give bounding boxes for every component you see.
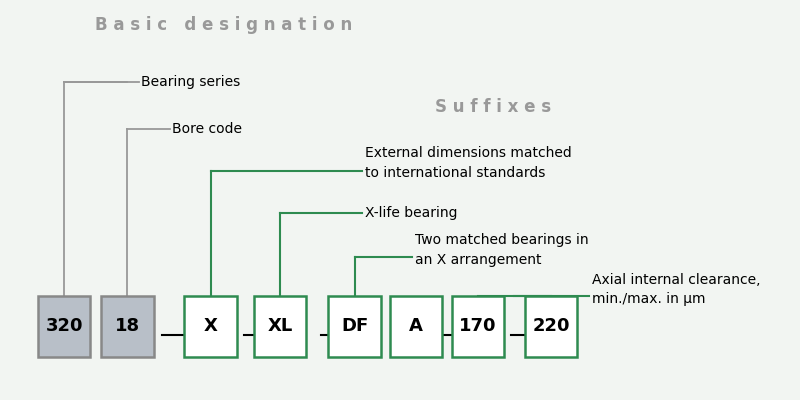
FancyBboxPatch shape [38,296,90,357]
Text: 220: 220 [532,317,570,335]
Text: X: X [204,317,218,335]
Text: A: A [410,317,423,335]
Text: Axial internal clearance,
min./max. in μm: Axial internal clearance, min./max. in μ… [592,272,760,306]
FancyBboxPatch shape [328,296,381,357]
FancyBboxPatch shape [390,296,442,357]
FancyBboxPatch shape [451,296,504,357]
Text: 18: 18 [115,317,140,335]
FancyBboxPatch shape [525,296,577,357]
FancyBboxPatch shape [184,296,237,357]
Text: Bore code: Bore code [172,122,242,136]
Text: B a s i c   d e s i g n a t i o n: B a s i c d e s i g n a t i o n [95,16,352,34]
FancyBboxPatch shape [254,296,306,357]
Text: X-life bearing: X-life bearing [365,206,457,220]
Text: Bearing series: Bearing series [142,76,241,90]
Text: 170: 170 [459,317,497,335]
Text: XL: XL [267,317,293,335]
Text: DF: DF [341,317,368,335]
Text: S u f f i x e s: S u f f i x e s [435,98,551,116]
Text: 320: 320 [46,317,83,335]
FancyBboxPatch shape [102,296,154,357]
Text: Two matched bearings in
an X arrangement: Two matched bearings in an X arrangement [414,233,588,267]
Text: External dimensions matched
to international standards: External dimensions matched to internati… [365,146,571,180]
